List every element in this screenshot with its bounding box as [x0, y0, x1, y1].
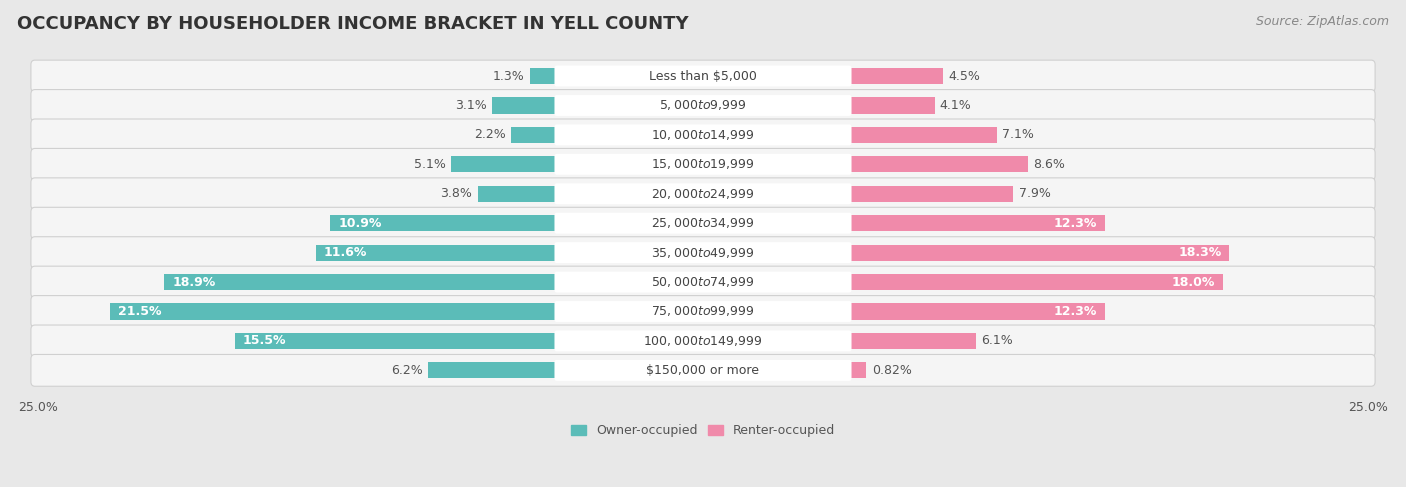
FancyBboxPatch shape — [31, 60, 1375, 92]
FancyBboxPatch shape — [31, 119, 1375, 151]
Text: 10.9%: 10.9% — [339, 217, 381, 230]
Text: $10,000 to $14,999: $10,000 to $14,999 — [651, 128, 755, 142]
Text: 11.6%: 11.6% — [323, 246, 367, 259]
Bar — [478, 186, 557, 202]
Bar — [849, 156, 1028, 172]
FancyBboxPatch shape — [31, 266, 1375, 298]
Bar — [235, 333, 557, 349]
Text: Less than $5,000: Less than $5,000 — [650, 70, 756, 82]
Text: 0.82%: 0.82% — [872, 364, 911, 377]
Text: 6.1%: 6.1% — [981, 335, 1014, 347]
FancyBboxPatch shape — [554, 125, 852, 145]
Text: OCCUPANCY BY HOUSEHOLDER INCOME BRACKET IN YELL COUNTY: OCCUPANCY BY HOUSEHOLDER INCOME BRACKET … — [17, 15, 689, 33]
Bar — [427, 362, 557, 378]
Bar — [849, 215, 1105, 231]
Text: 3.1%: 3.1% — [456, 99, 486, 112]
Bar — [110, 303, 557, 319]
FancyBboxPatch shape — [554, 95, 852, 116]
Text: $50,000 to $74,999: $50,000 to $74,999 — [651, 275, 755, 289]
Text: 1.3%: 1.3% — [492, 70, 524, 82]
Bar — [330, 215, 557, 231]
Bar — [849, 186, 1014, 202]
Text: 3.8%: 3.8% — [440, 187, 472, 200]
FancyBboxPatch shape — [554, 331, 852, 352]
FancyBboxPatch shape — [31, 178, 1375, 210]
Legend: Owner-occupied, Renter-occupied: Owner-occupied, Renter-occupied — [567, 419, 839, 442]
FancyBboxPatch shape — [554, 213, 852, 234]
Bar — [849, 68, 943, 84]
Text: $15,000 to $19,999: $15,000 to $19,999 — [651, 157, 755, 171]
Text: 15.5%: 15.5% — [243, 335, 287, 347]
Text: 5.1%: 5.1% — [413, 158, 446, 171]
Text: 4.1%: 4.1% — [939, 99, 972, 112]
Text: Source: ZipAtlas.com: Source: ZipAtlas.com — [1256, 15, 1389, 28]
Text: $150,000 or more: $150,000 or more — [647, 364, 759, 377]
Bar — [451, 156, 557, 172]
FancyBboxPatch shape — [554, 154, 852, 175]
FancyBboxPatch shape — [554, 360, 852, 381]
Text: 18.9%: 18.9% — [172, 276, 215, 289]
FancyBboxPatch shape — [554, 301, 852, 322]
Text: 4.5%: 4.5% — [948, 70, 980, 82]
Bar — [849, 362, 866, 378]
Text: $20,000 to $24,999: $20,000 to $24,999 — [651, 187, 755, 201]
Bar — [530, 68, 557, 84]
Bar — [849, 97, 935, 113]
FancyBboxPatch shape — [31, 149, 1375, 180]
FancyBboxPatch shape — [31, 90, 1375, 121]
Bar — [849, 333, 976, 349]
FancyBboxPatch shape — [31, 355, 1375, 386]
FancyBboxPatch shape — [554, 66, 852, 87]
FancyBboxPatch shape — [31, 296, 1375, 327]
Text: 12.3%: 12.3% — [1053, 305, 1097, 318]
FancyBboxPatch shape — [554, 242, 852, 263]
Text: $100,000 to $149,999: $100,000 to $149,999 — [644, 334, 762, 348]
Bar — [849, 303, 1105, 319]
FancyBboxPatch shape — [554, 183, 852, 204]
Text: 2.2%: 2.2% — [474, 129, 506, 141]
Bar — [849, 244, 1229, 261]
Text: 21.5%: 21.5% — [118, 305, 162, 318]
FancyBboxPatch shape — [31, 325, 1375, 357]
Text: $35,000 to $49,999: $35,000 to $49,999 — [651, 245, 755, 260]
Bar — [849, 127, 997, 143]
Bar — [492, 97, 557, 113]
Text: 6.2%: 6.2% — [391, 364, 423, 377]
Text: 18.0%: 18.0% — [1171, 276, 1215, 289]
Text: 12.3%: 12.3% — [1053, 217, 1097, 230]
FancyBboxPatch shape — [554, 272, 852, 293]
Text: $75,000 to $99,999: $75,000 to $99,999 — [651, 304, 755, 318]
Text: 7.9%: 7.9% — [1019, 187, 1050, 200]
Bar — [849, 274, 1223, 290]
Text: 8.6%: 8.6% — [1033, 158, 1066, 171]
FancyBboxPatch shape — [31, 207, 1375, 239]
Bar — [316, 244, 557, 261]
Text: $25,000 to $34,999: $25,000 to $34,999 — [651, 216, 755, 230]
Bar — [510, 127, 557, 143]
Text: 18.3%: 18.3% — [1178, 246, 1222, 259]
Text: $5,000 to $9,999: $5,000 to $9,999 — [659, 98, 747, 112]
FancyBboxPatch shape — [31, 237, 1375, 268]
Bar — [165, 274, 557, 290]
Text: 7.1%: 7.1% — [1002, 129, 1033, 141]
